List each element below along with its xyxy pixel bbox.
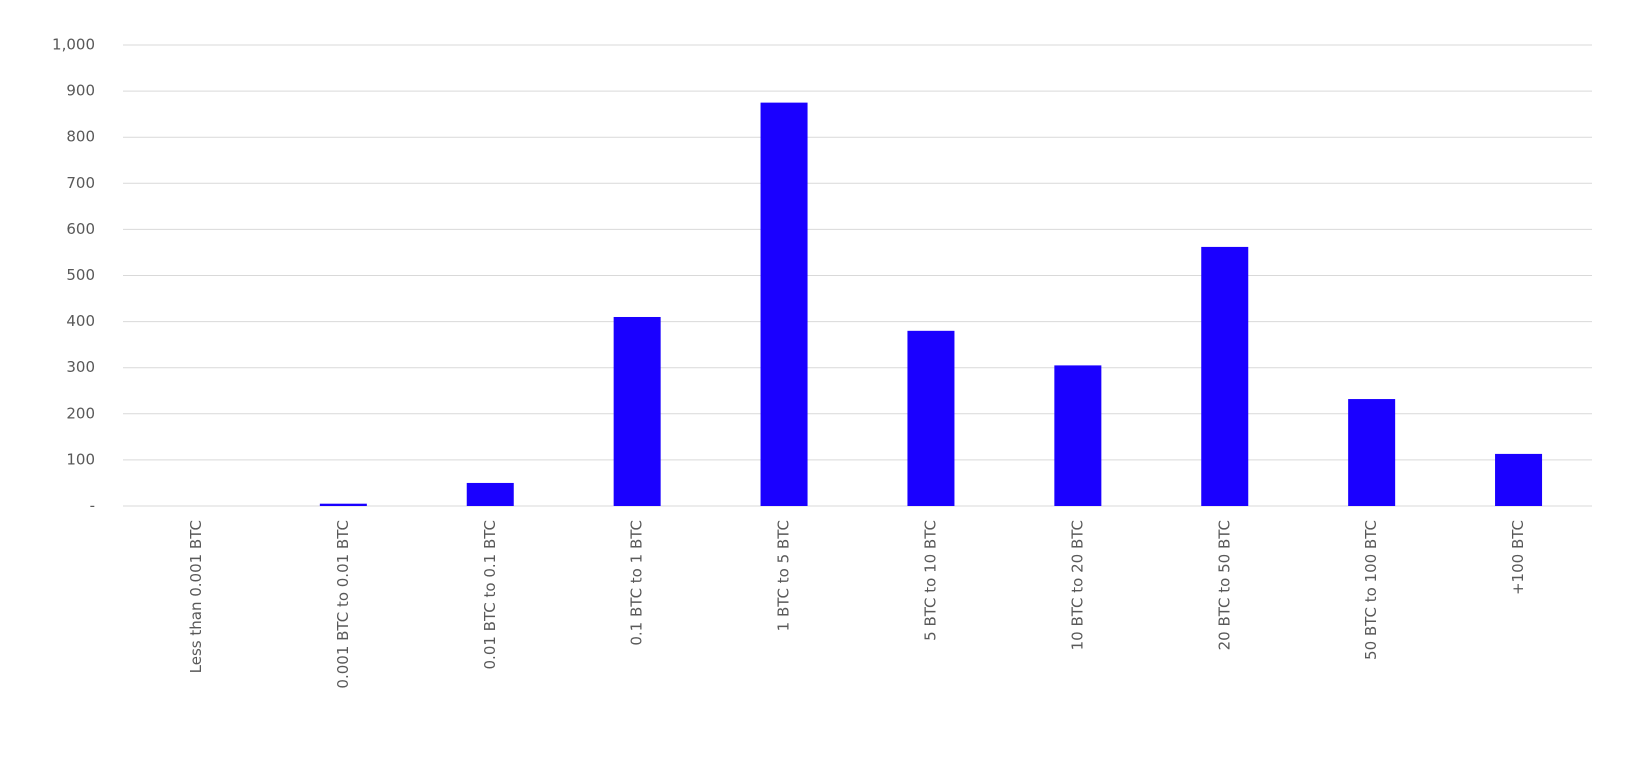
x-tick-label: 50 BTC to 100 BTC (1362, 520, 1380, 660)
bar (907, 330, 955, 506)
y-tick-label: 1,000 (52, 36, 95, 54)
y-tick-label: 900 (66, 82, 95, 100)
x-tick-label: 0.1 BTC to 1 BTC (628, 520, 646, 646)
bar (1348, 399, 1396, 506)
bar (613, 316, 661, 506)
x-tick-label: Less than 0.001 BTC (187, 520, 205, 673)
y-tick-label: 700 (66, 174, 95, 192)
y-tick-label: 800 (66, 128, 95, 146)
x-tick-label: 5 BTC to 10 BTC (921, 520, 939, 641)
bar (1201, 246, 1249, 506)
x-tick-label: 0.01 BTC to 0.1 BTC (481, 520, 499, 669)
y-tick-label: 400 (66, 312, 95, 330)
x-tick-label: 1 BTC to 5 BTC (775, 520, 793, 631)
bar (319, 503, 367, 506)
x-tick-label: 10 BTC to 20 BTC (1068, 520, 1086, 650)
y-tick-label: 300 (66, 358, 95, 376)
y-tick-label: - (90, 497, 95, 515)
x-tick-label: 0.001 BTC to 0.01 BTC (334, 520, 352, 689)
bar (760, 102, 808, 506)
y-tick-label: 200 (66, 404, 95, 422)
y-tick-label: 600 (66, 220, 95, 238)
bar (466, 482, 514, 506)
bar (1054, 365, 1102, 506)
y-tick-label: 100 (66, 450, 95, 468)
x-tick-label: +100 BTC (1509, 520, 1527, 595)
bar (1495, 453, 1543, 506)
y-tick-label: 500 (66, 266, 95, 284)
x-tick-label: 20 BTC to 50 BTC (1215, 520, 1233, 650)
